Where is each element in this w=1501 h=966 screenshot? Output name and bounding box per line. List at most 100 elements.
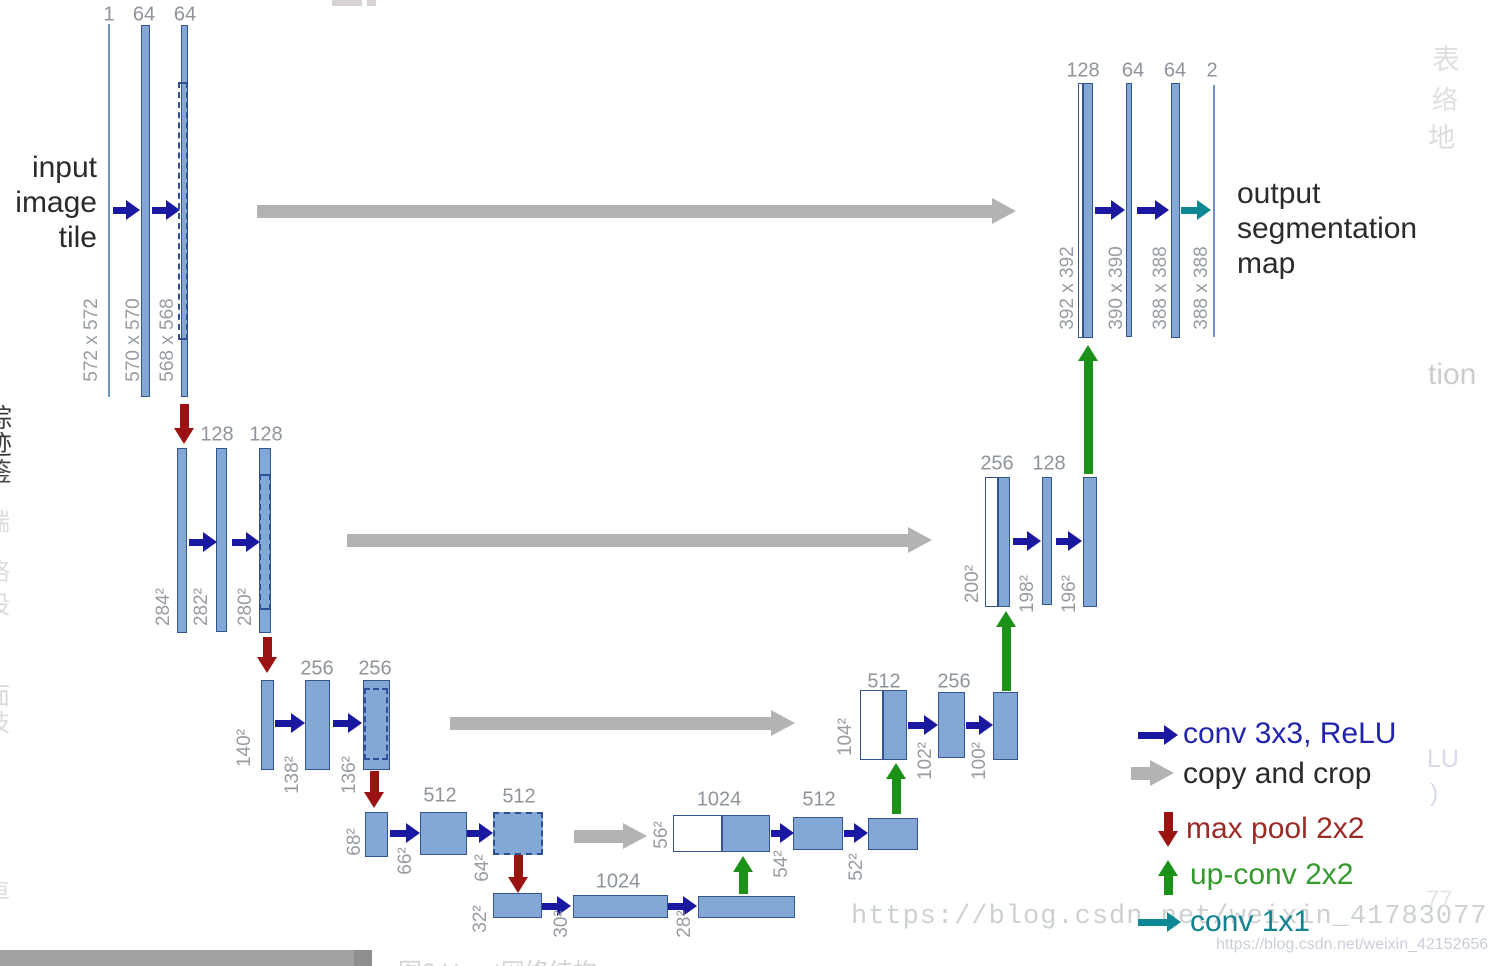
channel-count-label: 512 (867, 670, 901, 693)
arrow-shaft (113, 206, 128, 214)
feature-map-bar (141, 25, 150, 397)
pool-arrow (363, 771, 385, 808)
left-edge-fragment: 車 (0, 872, 10, 907)
input-label-line: input (31, 151, 97, 184)
channel-count-label: 512 (502, 785, 536, 808)
right-edge-fragment: 地 (1428, 123, 1455, 153)
feature-size-label: 52² (846, 853, 867, 881)
feature-size-label: 54² (771, 850, 792, 878)
output-label-line: output (1237, 177, 1321, 210)
pool-arrow (507, 855, 529, 893)
conv1-arrow (1138, 912, 1181, 932)
feature-size-label: 282² (191, 587, 212, 627)
arrow-shaft (467, 829, 481, 837)
conv1-arrow (1181, 200, 1211, 220)
arrow-shaft (262, 637, 272, 659)
left-edge-fragment: 踪 (0, 398, 12, 435)
arrow-shaft (179, 404, 189, 430)
arrow-shaft (275, 719, 293, 727)
arrow-shaft (1163, 874, 1173, 895)
arrow-head (246, 532, 260, 552)
arrow-shaft (333, 719, 350, 727)
feature-map-bar (573, 895, 668, 918)
feature-size-label: 104² (835, 717, 856, 757)
conv-arrow (232, 532, 260, 552)
arrow-shaft (513, 855, 523, 879)
conv-arrow (152, 200, 180, 220)
input-label-line: image (15, 186, 97, 219)
copy-arrow (1131, 759, 1174, 787)
arrow-head (406, 823, 420, 843)
arrow-head (363, 792, 384, 808)
feature-size-label: 68² (344, 828, 365, 856)
channel-count-label: 1024 (696, 788, 742, 811)
arrow-shaft (1138, 731, 1166, 739)
conv-arrow (1095, 200, 1125, 220)
feature-size-label: 100² (969, 741, 990, 781)
feature-map-bar (216, 448, 227, 632)
arrow-head (683, 896, 697, 916)
feature-map-bar (722, 815, 770, 852)
copy-arrow (574, 822, 647, 850)
feature-size-label: 392 x 392 (1057, 246, 1078, 330)
feature-size-label: 196² (1059, 574, 1080, 614)
feature-map-bar (305, 680, 330, 770)
pool-arrow (1157, 812, 1179, 847)
right-edge-fragment: ) (1430, 779, 1439, 807)
conv-arrow (668, 896, 697, 916)
arrow-shaft (1001, 625, 1011, 691)
arrow-head (256, 657, 277, 673)
arrow-head (479, 823, 493, 843)
output-segmentation-map-label: output segmentation map (1237, 176, 1457, 281)
figure-caption: 图2 U-net网络结构 (398, 952, 597, 966)
channel-count-label: 256 (358, 657, 392, 680)
copy-arrow (257, 197, 1016, 225)
arrow-head (992, 197, 1016, 224)
channel-count-label: 1024 (595, 870, 641, 893)
channel-count-label: 2 (1206, 59, 1218, 82)
feature-map-bar (261, 680, 274, 770)
feature-map-bar (868, 818, 918, 850)
left-edge-fragment: 技 (0, 703, 10, 738)
legend-label-upconv: up-conv 2x2 (1190, 858, 1354, 891)
left-edge-fragment: 迹 (0, 425, 12, 462)
feature-size-label: 280² (235, 587, 256, 627)
arrow-shaft (891, 777, 901, 814)
channel-count-label: 1 (103, 3, 115, 26)
conv-arrow (1056, 531, 1082, 551)
feature-map-bar (177, 448, 187, 633)
arrow-head (1164, 725, 1178, 745)
conv-arrow (771, 823, 794, 843)
top-edge-artifact (367, 0, 376, 6)
feature-map-bar (1213, 85, 1215, 337)
legend-label-conv1: conv 1x1 (1190, 905, 1311, 938)
feature-map-bar (108, 24, 110, 397)
arrow-shaft (1137, 206, 1157, 214)
channel-count-label: 128 (200, 423, 234, 446)
feature-map-bar (938, 692, 965, 758)
arrow-shaft (390, 829, 408, 837)
arrow-head (507, 877, 528, 893)
arrow-head (995, 611, 1016, 627)
feature-map-bar (1042, 477, 1052, 605)
arrow-head (1027, 531, 1041, 551)
arrow-head (732, 856, 753, 872)
right-edge-fragment: 络 (1432, 85, 1459, 115)
upconv-arrow (885, 763, 907, 814)
feature-map-bar (493, 893, 542, 918)
channel-count-label: 64 (1121, 59, 1145, 82)
conv-arrow (113, 200, 140, 220)
input-label-line: tile (58, 221, 97, 254)
arrow-shaft (257, 204, 994, 218)
feature-map-bar (1083, 477, 1097, 607)
upconv-arrow (1157, 860, 1179, 895)
conv-arrow (542, 896, 571, 916)
right-edge-fragment: tion (1428, 358, 1477, 391)
feature-map-bar (493, 812, 543, 855)
arrow-head (924, 715, 938, 735)
arrow-head (1157, 860, 1178, 876)
feature-map-bar (998, 477, 1010, 607)
feature-size-label: 388 x 388 (1150, 246, 1171, 330)
feature-size-label: 388 x 388 (1191, 246, 1212, 330)
conv-arrow (189, 532, 217, 552)
